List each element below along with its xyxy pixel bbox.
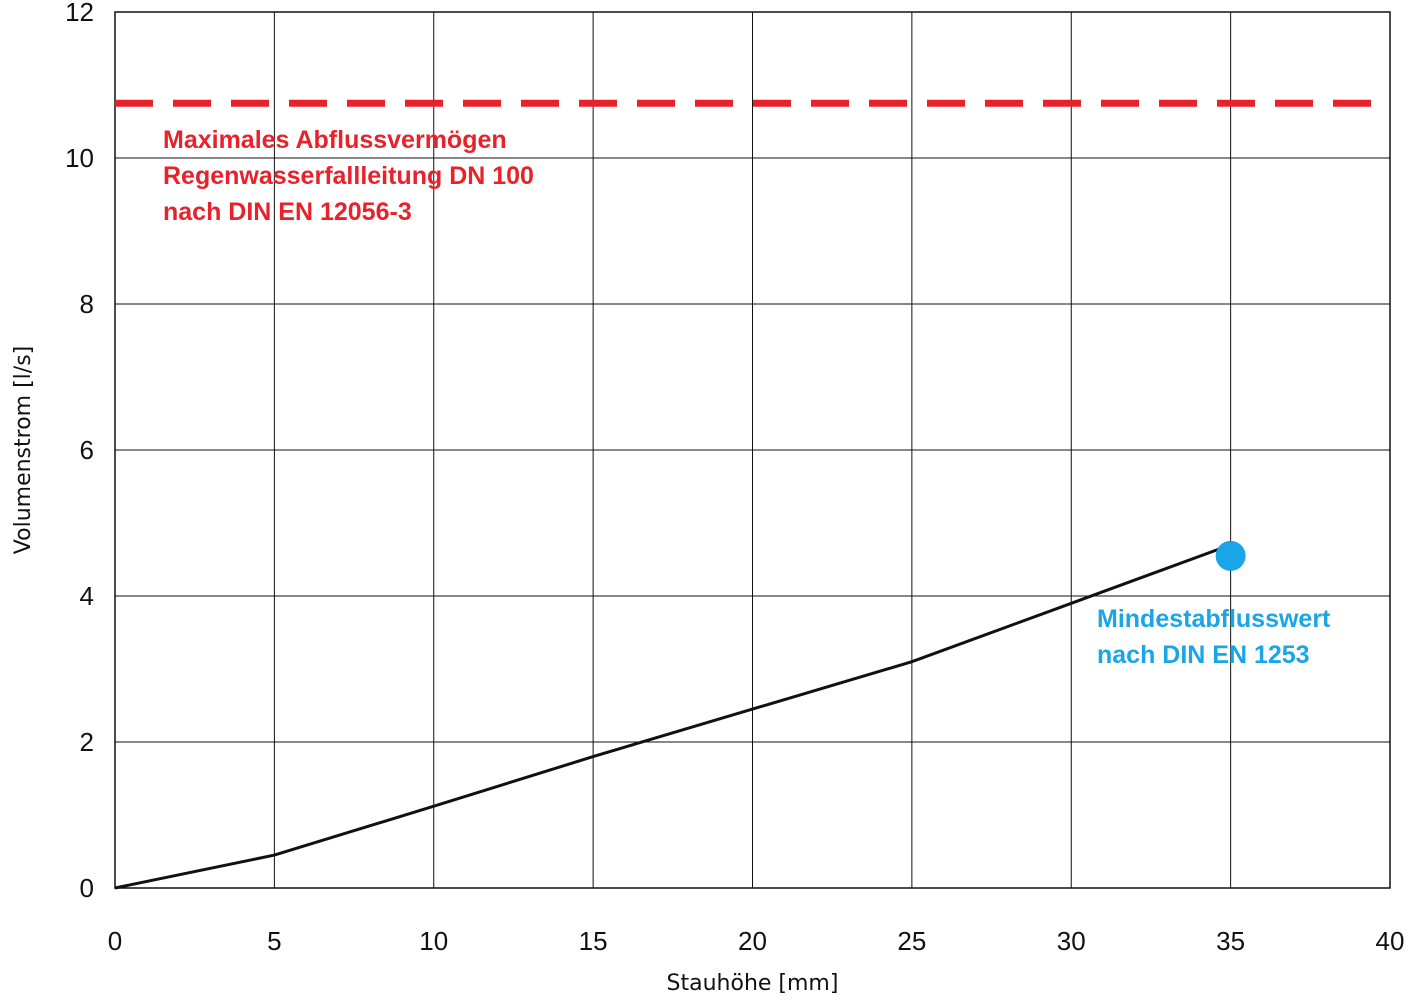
y-tick-label: 10 [65, 143, 94, 173]
series-line [114, 543, 1232, 890]
x-axis-title: Stauhöhe [mm] [667, 971, 839, 996]
y-tick-label: 0 [80, 873, 94, 903]
min-flow-annotation-line: nach DIN EN 1253 [1097, 641, 1310, 669]
x-tick-label: 35 [1216, 926, 1245, 956]
y-tick-label: 8 [80, 289, 94, 319]
max-flow-annotation-line: Maximales Abflussvermögen [163, 126, 507, 154]
max-flow-annotation: Maximales Abflussvermögen Regenwasserfall… [163, 126, 534, 226]
grid [114, 11, 1391, 889]
x-tick-label: 15 [579, 926, 608, 956]
y-tick-labels: 0 2 4 6 8 10 12 [65, 0, 94, 903]
y-axis-title: Volumenstrom [l/s] [11, 346, 36, 554]
x-tick-label: 20 [738, 926, 767, 956]
y-tick-label: 6 [80, 435, 94, 465]
y-tick-label: 4 [80, 581, 94, 611]
max-flow-annotation-line: nach DIN EN 12056-3 [163, 198, 412, 226]
y-tick-label: 12 [65, 0, 94, 27]
x-tick-label: 25 [897, 926, 926, 956]
y-tick-label: 2 [80, 727, 94, 757]
x-tick-label: 40 [1376, 926, 1405, 956]
max-flow-annotation-line: Regenwasserfallleitung DN 100 [163, 162, 534, 190]
x-tick-label: 5 [267, 926, 281, 956]
x-tick-label: 30 [1057, 926, 1086, 956]
min-flow-annotation-line: Mindestabflusswert [1097, 605, 1331, 633]
min-flow-annotation: Mindestabflusswert nach DIN EN 1253 [1097, 605, 1331, 669]
plot-frame [114, 11, 1391, 889]
x-tick-labels: 0 5 10 15 20 25 30 35 40 [108, 926, 1405, 956]
min-flow-marker-point [1215, 540, 1246, 571]
x-tick-label: 10 [419, 926, 448, 956]
x-tick-label: 0 [108, 926, 122, 956]
